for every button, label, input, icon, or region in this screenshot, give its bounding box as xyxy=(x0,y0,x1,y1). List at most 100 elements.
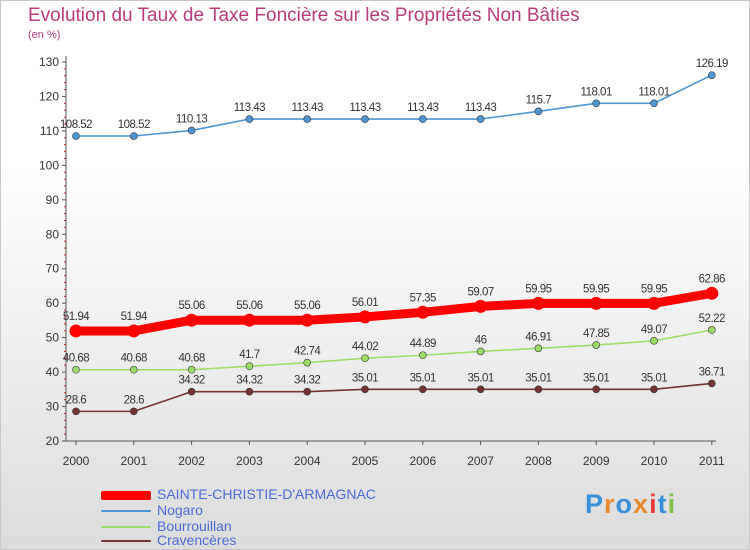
data-point xyxy=(531,296,545,310)
x-tick-label: 2002 xyxy=(178,454,205,468)
data-label: 40.68 xyxy=(63,353,89,365)
data-point xyxy=(418,115,427,123)
y-tick-label: 60 xyxy=(46,296,60,310)
data-label: 57.35 xyxy=(410,292,436,304)
data-label: 59.95 xyxy=(525,283,551,295)
data-label: 113.43 xyxy=(292,102,323,114)
legend-label: Nogaro xyxy=(157,502,203,518)
data-label: 52.22 xyxy=(699,313,725,325)
data-point xyxy=(127,324,141,338)
data-label: 113.43 xyxy=(349,102,380,114)
data-point xyxy=(303,387,312,396)
y-tick-label: 30 xyxy=(46,400,60,414)
data-point xyxy=(592,341,601,349)
data-point xyxy=(361,115,369,123)
data-point xyxy=(72,365,80,374)
data-label: 108.52 xyxy=(118,119,150,131)
data-label: 44.02 xyxy=(352,341,378,353)
data-label: 113.43 xyxy=(234,102,265,114)
data-label: 34.32 xyxy=(236,375,262,387)
data-point xyxy=(476,115,485,123)
data-label: 35.01 xyxy=(525,372,551,384)
data-label: 55.06 xyxy=(178,300,204,312)
data-point xyxy=(705,286,719,300)
x-tick-label: 2010 xyxy=(641,454,668,468)
data-point xyxy=(707,326,716,334)
data-point xyxy=(300,313,314,327)
data-label: 51.94 xyxy=(63,311,90,323)
y-tick-label: 130 xyxy=(39,55,59,69)
data-point xyxy=(592,99,601,108)
legend-swatch xyxy=(101,540,151,542)
y-tick-label: 20 xyxy=(46,434,60,448)
data-point xyxy=(185,313,199,327)
data-point xyxy=(589,296,603,310)
data-point xyxy=(707,71,716,79)
series-line-0 xyxy=(71,288,717,336)
legend-swatch xyxy=(101,526,151,528)
data-label: 62.86 xyxy=(699,273,725,285)
data-point xyxy=(416,305,430,319)
data-point xyxy=(72,407,80,416)
data-label: 46.91 xyxy=(525,331,551,343)
data-label: 115.7 xyxy=(526,94,552,106)
data-label: 35.01 xyxy=(410,372,436,384)
x-tick-label: 2007 xyxy=(467,454,494,468)
x-tick-label: 2008 xyxy=(525,454,552,468)
data-label: 46 xyxy=(475,334,487,346)
data-label: 35.01 xyxy=(641,372,667,384)
y-tick-label: 100 xyxy=(39,158,59,172)
data-point xyxy=(534,344,543,353)
data-label: 118.01 xyxy=(581,86,612,98)
x-tick-label: 2006 xyxy=(409,454,436,468)
data-label: 40.68 xyxy=(178,353,204,365)
data-label: 28.6 xyxy=(66,394,86,406)
data-point xyxy=(361,354,369,363)
legend-swatch xyxy=(101,510,151,512)
data-point xyxy=(187,387,196,396)
data-point xyxy=(358,310,372,324)
legend-label: Bourrouillan xyxy=(157,518,232,534)
data-point xyxy=(650,385,658,394)
data-label: 55.06 xyxy=(236,300,262,312)
data-point xyxy=(303,358,312,367)
data-label: 56.01 xyxy=(352,297,378,309)
data-label: 47.85 xyxy=(583,328,609,340)
data-label: 55.06 xyxy=(294,300,320,312)
data-label: 44.89 xyxy=(410,338,436,350)
y-tick-label: 110 xyxy=(40,124,59,138)
data-label: 34.32 xyxy=(178,375,204,387)
series-line-2 xyxy=(75,329,713,371)
data-point xyxy=(647,296,661,310)
data-point xyxy=(245,387,254,396)
data-point xyxy=(361,385,369,394)
data-point xyxy=(534,385,543,394)
y-tick-label: 120 xyxy=(39,89,59,103)
y-tick-label: 80 xyxy=(46,227,60,241)
data-point xyxy=(69,324,83,338)
x-tick-label: 2003 xyxy=(236,454,263,468)
data-label: 118.01 xyxy=(638,86,669,98)
data-point xyxy=(72,132,80,140)
data-point xyxy=(418,385,427,394)
data-label: 59.95 xyxy=(641,283,667,295)
data-label: 51.94 xyxy=(121,311,148,323)
data-label: 126.19 xyxy=(696,58,728,70)
x-tick-label: 2004 xyxy=(294,454,321,468)
data-point xyxy=(418,351,427,360)
series-line-1 xyxy=(75,74,713,137)
data-label: 28.6 xyxy=(124,394,144,406)
data-point xyxy=(242,313,256,327)
data-point xyxy=(130,407,138,416)
data-point xyxy=(130,365,138,374)
data-label: 113.43 xyxy=(407,102,438,114)
y-tick-label: 90 xyxy=(46,193,60,207)
data-point xyxy=(534,107,543,116)
chart-title: Evolution du Taux de Taxe Foncière sur l… xyxy=(28,5,580,26)
data-label: 34.32 xyxy=(294,375,320,387)
data-point xyxy=(476,347,485,356)
data-label: 35.01 xyxy=(352,372,378,384)
data-point xyxy=(650,99,658,108)
x-tick-label: 2005 xyxy=(352,454,379,468)
